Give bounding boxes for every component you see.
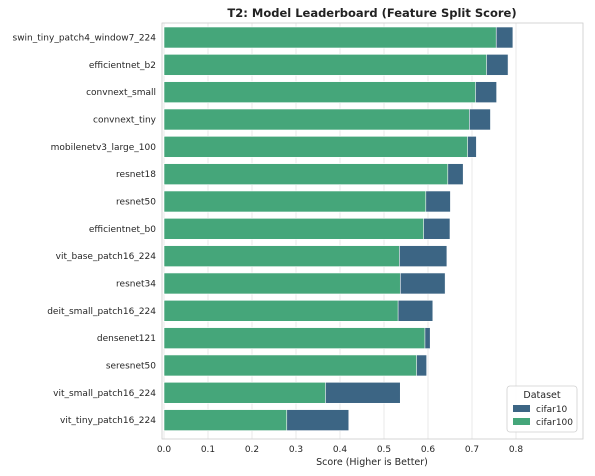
x-tick-labels: 0.0 0.1 0.2 0.3 0.4 0.5 0.6 0.7 0.8 [157, 445, 524, 455]
bar-cifar100 [163, 218, 424, 240]
bar-cifar100 [163, 190, 427, 213]
bar-cifar100 [163, 272, 401, 295]
plot-frame [161, 22, 584, 440]
bar-cifar100 [163, 327, 426, 349]
x-tick-label: 0.4 [333, 445, 348, 455]
legend-swatch-cifar100 [513, 418, 530, 425]
y-tick-label: efficientnet_b0 [89, 225, 156, 235]
x-tick-label: 0.2 [245, 445, 259, 455]
bar-cifar100 [163, 245, 400, 267]
y-tick-label: vit_base_patch16_224 [56, 252, 157, 262]
y-tick-label: swin_tiny_patch4_window7_224 [13, 34, 157, 44]
y-tick-label: deit_small_patch16_224 [47, 307, 156, 317]
bar-cifar100 [163, 299, 399, 322]
x-tick-label: 0.0 [157, 445, 172, 455]
y-tick-label: convnext_small [86, 88, 156, 98]
x-tick-label: 0.6 [421, 445, 436, 455]
x-tick-label: 0.1 [201, 445, 215, 455]
bar-cifar100 [163, 381, 326, 404]
legend: Dataset cifar10 cifar100 [506, 385, 578, 433]
bar-cifar100 [163, 136, 468, 158]
x-tick-label: 0.7 [465, 445, 479, 455]
x-axis-label: Score (Higher is Better) [316, 457, 428, 468]
y-tick-label: vit_small_patch16_224 [53, 389, 156, 399]
bar-cifar100 [163, 26, 497, 49]
y-tick-label: resnet34 [116, 279, 156, 289]
y-tick-label: seresnet50 [106, 361, 156, 371]
bars [163, 26, 514, 431]
y-tick-label: convnext_tiny [93, 115, 157, 125]
y-tick-label: densenet121 [97, 334, 156, 344]
y-tick-label: vit_tiny_patch16_224 [60, 416, 156, 426]
legend-swatch-cifar10 [513, 405, 530, 412]
bar-cifar100 [163, 54, 487, 76]
chart-title: T2: Model Leaderboard (Feature Split Sco… [227, 6, 516, 20]
bar-cifar100 [163, 81, 476, 103]
y-tick-label: resnet18 [116, 170, 156, 180]
legend-label-cifar10: cifar10 [536, 405, 568, 415]
y-tick-labels: swin_tiny_patch4_window7_224 efficientnet… [13, 34, 157, 427]
x-tick-label: 0.3 [289, 445, 303, 455]
bar-cifar100 [163, 409, 288, 431]
bar-cifar100 [163, 163, 449, 185]
legend-label-cifar100: cifar100 [536, 418, 573, 428]
x-tick-label: 0.8 [509, 445, 524, 455]
bar-cifar100 [163, 108, 470, 131]
x-tick-label: 0.5 [377, 445, 391, 455]
y-tick-label: mobilenetv3_large_100 [51, 143, 157, 153]
bar-cifar100 [163, 354, 417, 377]
y-tick-label: resnet50 [116, 197, 156, 207]
legend-title: Dataset [523, 390, 560, 401]
y-tick-label: efficientnet_b2 [89, 61, 156, 71]
